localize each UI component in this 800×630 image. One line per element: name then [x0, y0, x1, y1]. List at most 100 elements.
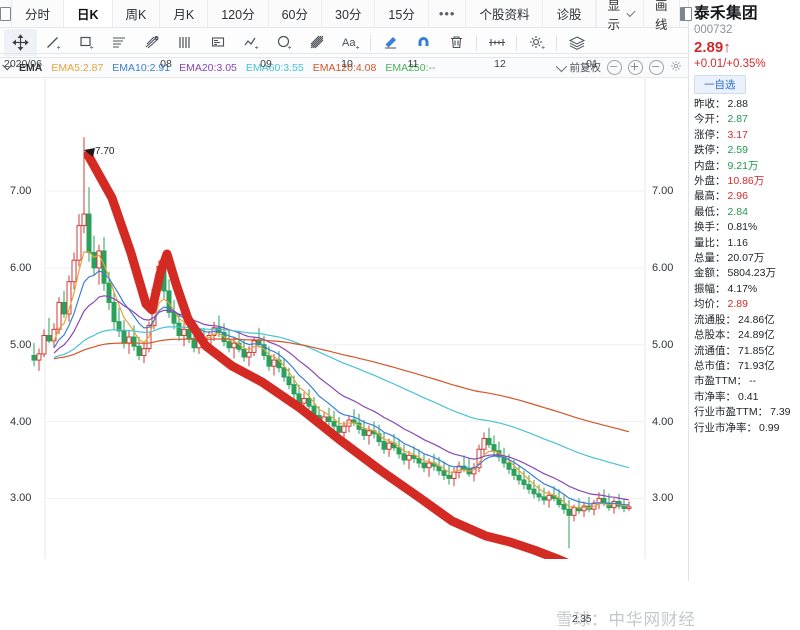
ema-item-1: EMA10:2.91 — [112, 61, 171, 74]
last-price: 2.89↑ — [694, 38, 800, 57]
quote-row-2: 涨停： 3.17 — [694, 128, 800, 143]
quote-row-key: 换手： — [694, 221, 726, 234]
ema-item-5: EMA250:-- — [385, 61, 436, 74]
tab-6[interactable]: 30分 — [322, 0, 376, 27]
chevron-down-icon — [626, 7, 636, 17]
quote-row-0: 昨收： 2.88 — [694, 97, 800, 112]
quote-row-20: 行业市盈TTM： 7.39 — [694, 405, 800, 420]
y-tick-l-1: 4.00 — [10, 415, 32, 428]
tab-7[interactable]: 15分 — [375, 0, 429, 27]
ema-bar-controls: 前复权 — [555, 60, 689, 75]
trash-icon[interactable] — [440, 29, 473, 56]
drawline-label: 画线 — [655, 0, 668, 32]
price-chart-svg[interactable] — [0, 78, 688, 559]
zoom-in-icon[interactable] — [628, 60, 643, 75]
x-tick-0: 2020/06 — [4, 58, 42, 70]
add-favorite-button[interactable]: 一自选 — [694, 75, 746, 94]
text-icon[interactable]: Aa — [334, 29, 367, 56]
quote-row-key: 流通股： — [694, 313, 736, 326]
quote-row-value: 1.16 — [727, 236, 748, 249]
trendline-icon[interactable] — [37, 29, 70, 56]
y-tick-r-2: 5.00 — [652, 338, 674, 351]
fibonacci-icon[interactable] — [103, 29, 136, 56]
quote-row-value: 0.41 — [738, 390, 759, 403]
chart-annotation-1: 2.35 — [572, 614, 592, 625]
tab-4[interactable]: 120分 — [208, 0, 269, 27]
y-tick-l-2: 5.00 — [10, 338, 32, 351]
rectangle-icon[interactable] — [70, 29, 103, 56]
quote-row-value: 2.84 — [727, 205, 748, 218]
magnet-icon[interactable] — [407, 29, 440, 56]
quote-row-value: 71.93亿 — [738, 359, 775, 372]
channel-icon[interactable] — [202, 29, 235, 56]
quote-row-key: 今开： — [694, 113, 726, 126]
quote-row-21: 行业市净率： 0.99 — [694, 421, 800, 436]
vertical-lines-icon[interactable] — [169, 29, 202, 56]
quote-stats-list: 昨收： 2.88 今开： 2.87 涨停： 3.17 跌停： 2.59 内盘： 9.21万 外盘： 1… — [694, 97, 800, 436]
y-tick-r-4: 7.00 — [652, 185, 674, 197]
quote-row-4: 内盘： 9.21万 — [694, 159, 800, 174]
quote-row-key: 市净率： — [694, 390, 736, 403]
chart-pane: 分时 日K 周K 月K 120分 60分 30分 15分 ••• 个股资料 诊股 显示 画线 — [0, 0, 695, 629]
quote-row-value: 2.96 — [727, 190, 748, 203]
ema-item-0: EMA5:2.87 — [51, 61, 104, 74]
quote-row-key: 金额： — [694, 267, 726, 280]
drawline-button[interactable]: 画线 — [644, 0, 680, 32]
zoom-out-icon[interactable] — [607, 60, 622, 75]
chart-settings-icon[interactable] — [670, 60, 682, 75]
settings-icon[interactable] — [520, 29, 553, 56]
wave-icon[interactable] — [235, 29, 268, 56]
x-tick-4: 11 — [407, 58, 419, 70]
eraser-icon[interactable] — [374, 29, 407, 56]
quote-row-value: 24.86亿 — [738, 313, 775, 326]
crosshair-icon[interactable] — [4, 29, 37, 56]
quote-row-17: 总市值： 71.93亿 — [694, 359, 800, 374]
price-arrow-icon: ↑ — [723, 39, 731, 56]
tab-8[interactable]: ••• — [429, 0, 467, 27]
quote-row-value: 3.17 — [727, 128, 748, 141]
y-tick-l-0: 3.00 — [10, 492, 32, 505]
quote-row-19: 市净率： 0.41 — [694, 390, 800, 405]
gann-fan-icon[interactable] — [301, 29, 334, 56]
quote-row-key: 最高： — [694, 190, 726, 203]
layout-grip-icon[interactable] — [0, 0, 12, 27]
adjust-label[interactable]: 前复权 — [569, 62, 602, 74]
tab-5[interactable]: 60分 — [269, 0, 322, 27]
ema-item-3: EMA60:3.55 — [245, 61, 304, 74]
pitchfork-icon[interactable] — [136, 29, 169, 56]
display-label: 显示 — [607, 0, 621, 32]
x-tick-3: 10 — [341, 58, 353, 70]
layers-icon[interactable] — [560, 29, 593, 56]
quote-row-value: 2.59 — [727, 144, 748, 157]
quote-row-value: 2.87 — [727, 113, 748, 126]
tab-0[interactable]: 分时 — [12, 0, 65, 27]
quote-row-6: 最高： 2.96 — [694, 189, 800, 204]
tab-9[interactable]: 个股资料 — [466, 0, 544, 27]
tab-1[interactable]: 日K — [64, 0, 113, 27]
tab-3[interactable]: 月K — [160, 0, 209, 27]
quote-row-key: 总股本： — [694, 329, 736, 342]
measure-icon[interactable] — [480, 29, 513, 56]
x-axis: 2020/06 08 09 10 11 12 01 — [0, 53, 688, 78]
tab-2[interactable]: 周K — [113, 0, 161, 27]
quote-panel: 泰禾集团 000732 2.89↑ +0.01/+0.35% 一自选 昨收： 2.… — [688, 0, 800, 581]
display-menu-button[interactable]: 显示 — [597, 0, 645, 32]
y-tick-r-1: 4.00 — [652, 415, 674, 428]
tab-10[interactable]: 诊股 — [543, 0, 596, 27]
quote-row-key: 量比： — [694, 236, 726, 249]
quote-row-9: 量比： 1.16 — [694, 236, 800, 251]
price-value: 2.89 — [694, 39, 724, 56]
collapse-icon[interactable] — [649, 60, 664, 75]
y-tick-l-3: 6.00 — [10, 261, 32, 274]
quote-row-14: 流通股： 24.86亿 — [694, 313, 800, 328]
panel-toggle-icon[interactable] — [679, 0, 692, 27]
x-tick-1: 08 — [160, 58, 172, 70]
quote-row-value: 0.99 — [759, 421, 780, 434]
quote-row-15: 总股本： 24.89亿 — [694, 328, 800, 343]
quote-row-10: 总量： 20.07万 — [694, 251, 800, 266]
quote-row-3: 跌停： 2.59 — [694, 143, 800, 158]
quote-row-key: 涨停： — [694, 128, 726, 141]
toolbar-divider — [370, 34, 371, 51]
ellipse-icon[interactable] — [268, 29, 301, 56]
